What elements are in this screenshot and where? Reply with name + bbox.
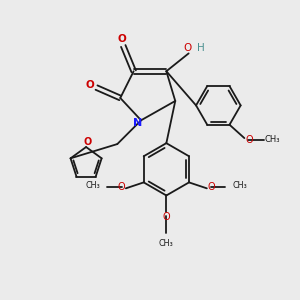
Text: O: O — [163, 212, 170, 222]
Text: H: H — [197, 43, 205, 53]
Text: O: O — [117, 34, 126, 44]
Text: O: O — [117, 182, 125, 192]
Text: O: O — [208, 182, 215, 192]
Text: CH₃: CH₃ — [159, 238, 174, 247]
Text: O: O — [85, 80, 94, 90]
Text: CH₃: CH₃ — [233, 181, 248, 190]
Text: N: N — [133, 118, 142, 128]
Text: O: O — [183, 43, 191, 53]
Text: O: O — [83, 137, 92, 147]
Text: O: O — [245, 135, 253, 145]
Text: CH₃: CH₃ — [265, 135, 280, 144]
Text: CH₃: CH₃ — [85, 181, 100, 190]
